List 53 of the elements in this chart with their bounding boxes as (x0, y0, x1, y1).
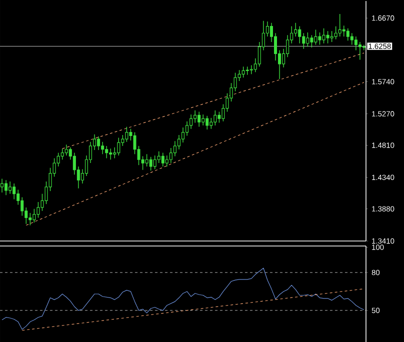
candlestick (202, 114, 205, 126)
candlestick (306, 32, 310, 48)
candlestick (165, 155, 168, 167)
candlestick (4, 180, 8, 196)
candlestick (198, 111, 201, 128)
candlestick (210, 118, 213, 130)
candlestick (318, 32, 322, 46)
candlestick (12, 183, 16, 200)
candlestick (169, 148, 172, 164)
candlestick (177, 134, 180, 150)
candlestick (32, 208, 36, 223)
candlestick (214, 110, 217, 126)
candlestick (346, 28, 350, 41)
candlestick (242, 66, 245, 78)
candlestick (298, 26, 302, 44)
candlestick (322, 28, 326, 44)
candlestick (97, 136, 100, 150)
candlestick (302, 32, 306, 50)
candlestick (362, 44, 366, 51)
candlestick (64, 144, 68, 156)
candlestick (105, 146, 108, 159)
candlestick (330, 30, 334, 42)
candlestick (342, 25, 346, 37)
candlestick (326, 30, 330, 44)
candlestick (145, 154, 148, 167)
candlestick (36, 202, 40, 218)
candlestick (28, 212, 32, 226)
candlestick (153, 155, 156, 170)
candlestick (218, 111, 221, 124)
candlestick (117, 137, 120, 156)
candlestick (186, 120, 189, 136)
candlestick (149, 156, 152, 171)
candlestick (109, 148, 112, 160)
candlestick (206, 116, 209, 130)
candlestick (190, 114, 193, 130)
candlestick (354, 36, 358, 51)
candlestick (20, 196, 24, 216)
candlestick (338, 14, 342, 37)
candlestick (161, 152, 164, 167)
candlestick (350, 32, 354, 46)
candlestick (60, 148, 64, 160)
candlestick (173, 140, 176, 157)
candlestick (358, 42, 362, 60)
candlestick (194, 110, 197, 124)
candlestick (125, 126, 128, 142)
candlestick (294, 22, 298, 37)
candlestick (310, 34, 314, 48)
candlestick (8, 181, 12, 194)
candlestick (157, 151, 160, 164)
candlestick (181, 127, 185, 143)
candlestick (334, 26, 338, 40)
candlestick (101, 141, 104, 154)
candlestick (314, 29, 318, 46)
